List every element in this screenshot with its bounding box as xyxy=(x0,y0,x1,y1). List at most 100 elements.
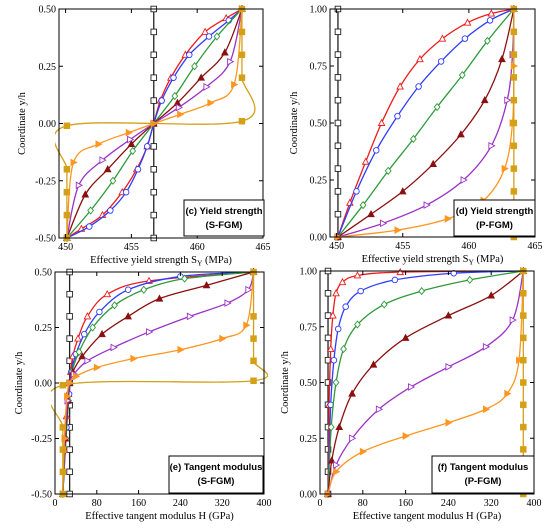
data-point xyxy=(373,147,380,154)
data-point xyxy=(498,54,506,63)
data-point xyxy=(438,34,447,42)
data-point xyxy=(150,188,158,196)
y-tick-label: -0.25 xyxy=(31,434,52,445)
data-point xyxy=(457,130,465,138)
data-point xyxy=(245,285,253,294)
y-tick-label: 0.25 xyxy=(39,62,57,73)
data-point xyxy=(87,206,94,215)
y-tick-label: 0.50 xyxy=(300,378,318,389)
x-axis-label: Effective yield strength SY (MPa) xyxy=(362,254,504,267)
data-point xyxy=(334,165,342,172)
data-point xyxy=(201,27,209,35)
x-tick-label: 455 xyxy=(395,241,410,252)
data-point xyxy=(510,96,518,104)
data-point xyxy=(227,57,235,66)
data-point xyxy=(98,329,106,338)
data-point xyxy=(238,117,246,125)
data-point xyxy=(398,187,407,195)
data-point xyxy=(109,176,117,185)
data-point xyxy=(520,312,527,319)
data-point xyxy=(203,83,211,91)
data-point xyxy=(333,461,341,469)
data-point xyxy=(63,188,71,196)
data-point xyxy=(396,267,405,276)
y-tick-label: 1.00 xyxy=(300,267,318,278)
data-point xyxy=(150,51,158,59)
data-point xyxy=(81,330,88,338)
data-point xyxy=(516,356,524,365)
data-point xyxy=(224,299,232,307)
x-tick-label: 160 xyxy=(398,498,413,509)
x-axis-label: Effective tangent modulus H (GPa) xyxy=(85,511,234,522)
data-point xyxy=(384,166,392,175)
data-point xyxy=(81,190,90,198)
data-point xyxy=(437,58,445,65)
data-point xyxy=(450,269,458,277)
data-point xyxy=(150,74,158,81)
data-point xyxy=(59,381,67,389)
data-point xyxy=(520,401,527,409)
plot-area xyxy=(51,268,268,498)
data-point xyxy=(444,214,452,223)
data-point xyxy=(93,363,102,372)
data-point xyxy=(158,97,165,104)
data-point xyxy=(250,377,257,385)
data-point xyxy=(509,316,517,324)
data-point xyxy=(238,28,246,36)
data-point xyxy=(445,363,453,371)
data-point xyxy=(86,223,93,230)
x-tick-label: 455 xyxy=(124,242,139,253)
y-tick-label: 0.25 xyxy=(300,434,318,445)
data-point xyxy=(107,207,114,214)
data-point xyxy=(510,165,518,172)
data-point xyxy=(150,166,158,173)
annotation-box xyxy=(431,455,535,494)
data-point xyxy=(231,80,239,89)
data-point xyxy=(510,74,518,81)
data-point xyxy=(140,285,148,294)
data-point xyxy=(66,335,73,342)
data-point xyxy=(326,344,335,352)
data-point xyxy=(415,83,422,90)
data-point xyxy=(520,290,527,297)
data-point xyxy=(324,290,332,297)
data-point xyxy=(59,468,67,476)
data-point xyxy=(177,345,185,354)
data-point xyxy=(150,28,158,36)
data-point xyxy=(99,156,107,164)
data-point xyxy=(177,110,185,119)
data-point xyxy=(202,281,211,289)
data-point xyxy=(197,73,205,81)
x-axis-label: Effective yield strength SY (MPa) xyxy=(90,255,232,268)
annotation-title: (e) Tangent modulus xyxy=(170,462,263,473)
data-point xyxy=(510,28,518,36)
data-point xyxy=(78,352,87,360)
data-point xyxy=(213,32,221,41)
data-point xyxy=(334,210,342,218)
x-tick-label: 400 xyxy=(257,498,272,509)
x-tick-label: 0 xyxy=(318,498,323,509)
data-point xyxy=(63,122,71,130)
data-point xyxy=(334,74,342,81)
data-point xyxy=(394,112,401,120)
data-point xyxy=(504,96,512,105)
data-point xyxy=(111,301,118,310)
data-point xyxy=(342,303,349,310)
data-point xyxy=(124,286,132,294)
data-point xyxy=(520,334,527,342)
series-line xyxy=(51,272,268,494)
data-point xyxy=(330,356,338,364)
data-point xyxy=(155,294,164,302)
y-tick-label: 0.75 xyxy=(310,62,328,73)
data-point xyxy=(150,143,158,150)
data-point xyxy=(334,325,342,333)
y-tick-label: 0.25 xyxy=(310,176,328,187)
annotation-box xyxy=(183,199,265,237)
data-point xyxy=(460,176,468,184)
data-point xyxy=(520,356,527,364)
data-point xyxy=(335,422,344,431)
data-point xyxy=(324,379,332,386)
annotation-title: (c) Yield strength xyxy=(185,206,262,217)
